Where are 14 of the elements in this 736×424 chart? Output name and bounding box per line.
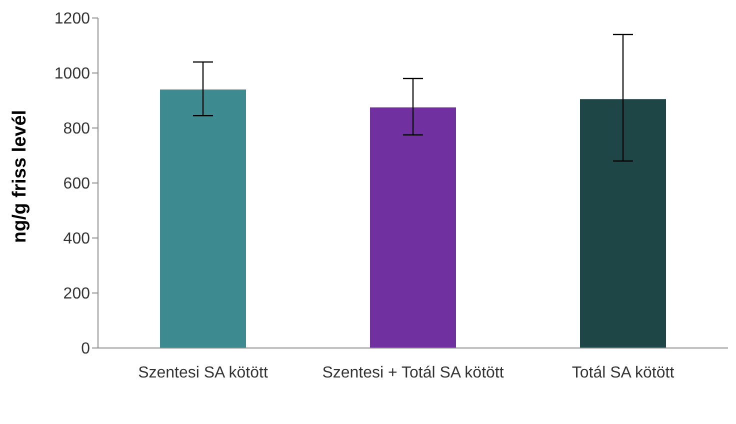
y-tick-label: 1000 — [54, 66, 90, 83]
x-tick-label: Totál SA kötött — [572, 364, 675, 382]
bar — [580, 99, 666, 348]
y-tick-label: 600 — [63, 176, 90, 193]
y-tick-label: 400 — [63, 230, 90, 248]
y-tick-label: 800 — [63, 120, 90, 138]
y-axis-title: ng/g friss levél — [10, 110, 31, 243]
y-tick-label: 0 — [81, 340, 90, 358]
y-tick-label: 1200 — [54, 10, 90, 28]
x-tick-label: Szentesi + Totál SA kötött — [322, 364, 504, 382]
bar — [370, 107, 456, 348]
y-tick-label: 200 — [63, 286, 90, 303]
x-tick-label: Szentesi SA kötött — [138, 364, 268, 382]
bar — [160, 90, 246, 348]
